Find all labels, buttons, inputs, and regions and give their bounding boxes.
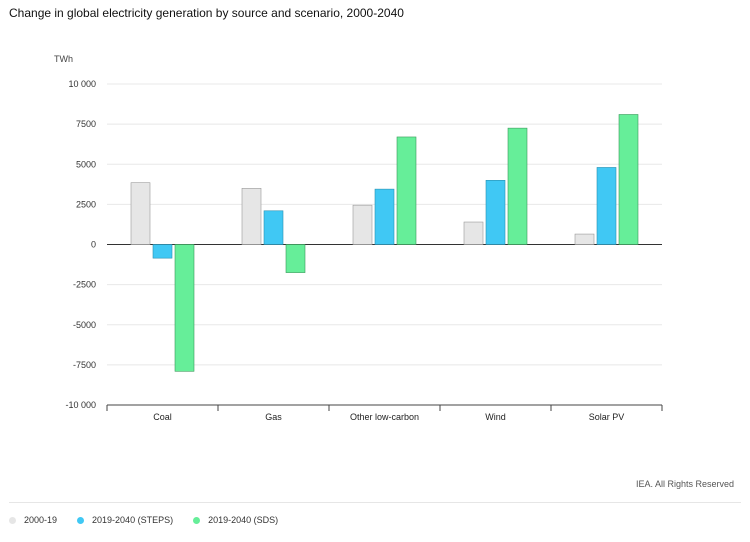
y-tick-label: -7500 [73,360,96,370]
legend-swatch-2000-19 [9,516,16,524]
bar-solar-pv-series-3 [618,114,639,245]
legend-swatch-sds [193,516,201,524]
y-tick-label: -2500 [73,280,96,290]
y-tick-label: 0 [91,240,96,250]
bar-other-low-carbon-series-3 [396,136,417,245]
x-category-label: Coal [153,412,172,422]
bar-wind-series-3 [507,127,528,245]
legend-label: 2019-2040 (SDS) [208,515,279,525]
bar-wind-series-1 [463,221,484,245]
y-tick-label: 2500 [76,199,96,209]
credit-text: IEA. All Rights Reserved [635,479,734,489]
bar-chart: TWh 10 000 7500 5000 2500 0 -2500 -5000 -7500 -10… [54,54,663,422]
legend-swatch-steps [77,516,85,524]
bar-other-low-carbon-series-2 [374,188,395,245]
bar-gas-series-2 [263,210,284,245]
bar-other-low-carbon-series-1 [352,204,373,245]
y-tick-label: 10 000 [68,79,96,89]
legend-label: 2000-19 [24,515,58,525]
legend-item-sds[interactable]: 2019-2040 (SDS) [193,515,278,525]
legend-label: 2019-2040 (STEPS) [92,515,174,525]
y-tick-label: 7500 [76,119,96,129]
legend-divider [9,502,741,503]
y-tick-label: -10 000 [65,400,96,410]
y-axis-unit-label: TWh [54,54,73,64]
bar-coal-series-3 [174,244,195,372]
chart-title: Change in global electricity generation … [9,6,404,20]
bar-coal-series-1 [130,182,151,245]
x-category-label: Solar PV [589,412,625,422]
legend-item-steps[interactable]: 2019-2040 (STEPS) [77,515,173,525]
x-category-label: Other low-carbon [350,412,419,422]
legend: 2000-19 2019-2040 (STEPS) 2019-2040 (SDS… [9,515,298,525]
bar-gas-series-1 [241,188,262,245]
x-category-label: Gas [265,412,282,422]
bar-solar-pv-series-2 [596,167,617,245]
y-tick-label: 5000 [76,159,96,169]
bar-solar-pv-series-1 [574,233,595,245]
legend-item-2000-19[interactable]: 2000-19 [9,515,57,525]
x-category-label: Wind [485,412,506,422]
y-tick-label: -5000 [73,320,96,330]
bar-gas-series-3 [285,244,306,273]
bar-coal-series-2 [152,244,173,259]
bar-wind-series-2 [485,180,506,245]
